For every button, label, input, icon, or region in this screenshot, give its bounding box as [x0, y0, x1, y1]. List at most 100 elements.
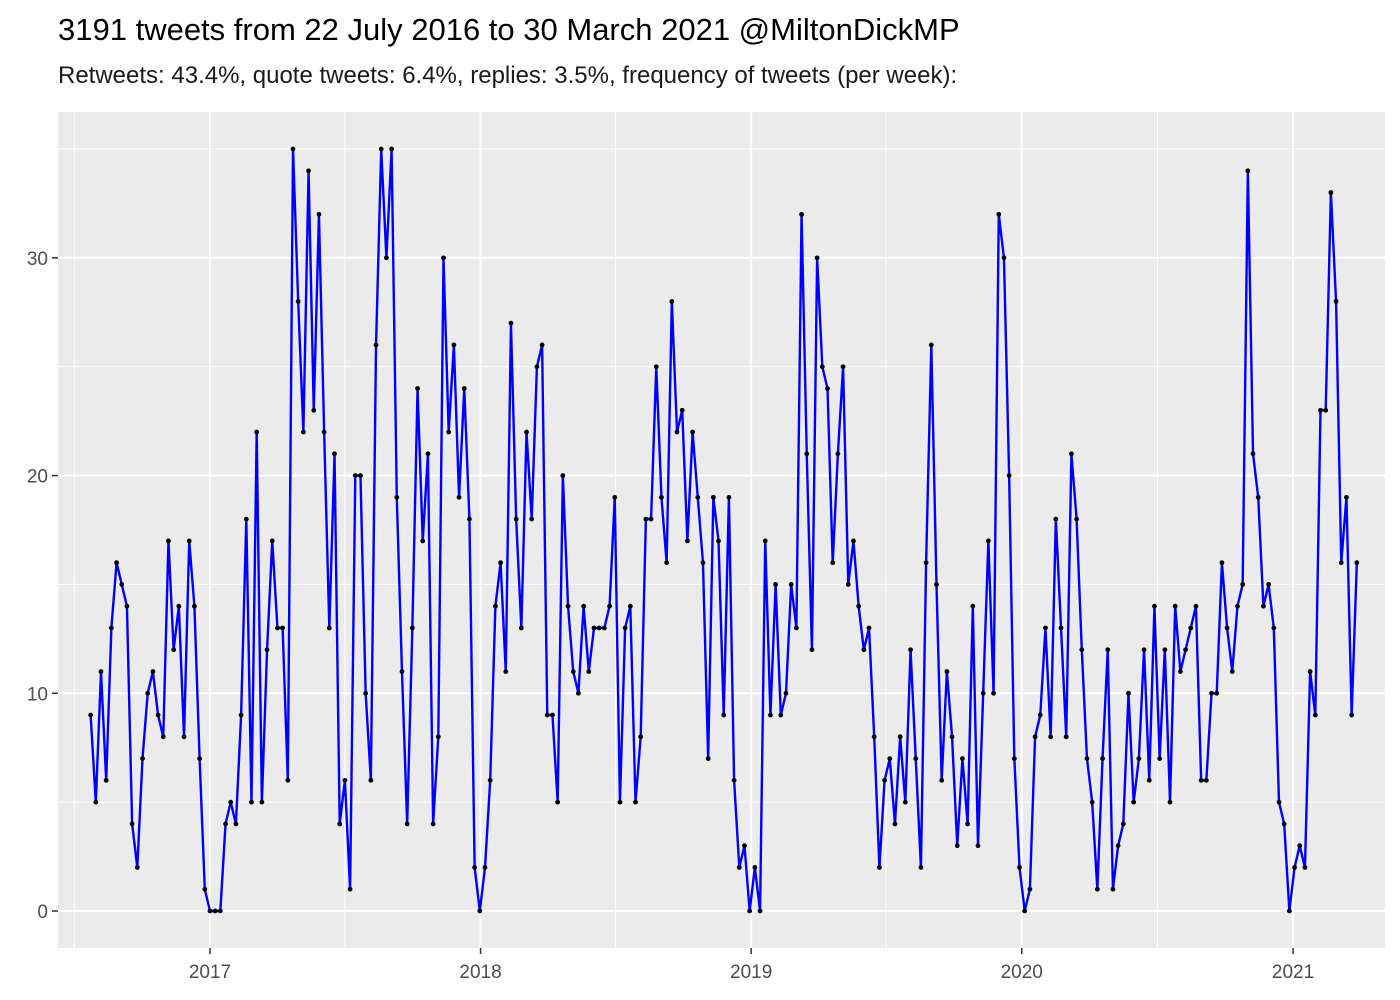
- data-point: [1318, 407, 1323, 413]
- data-point: [747, 908, 753, 914]
- data-point: [456, 494, 462, 500]
- data-point: [451, 342, 457, 348]
- data-point: [1017, 865, 1022, 870]
- data-point: [601, 625, 607, 631]
- data-point: [1297, 843, 1303, 849]
- data-point: [944, 669, 950, 674]
- data-point: [166, 538, 171, 544]
- data-point: [596, 625, 602, 631]
- data-point: [778, 712, 784, 718]
- data-point: [804, 451, 810, 457]
- data-point: [98, 669, 104, 674]
- data-point: [171, 647, 177, 653]
- data-point: [176, 603, 182, 609]
- data-point: [856, 603, 862, 609]
- data-point: [508, 320, 514, 326]
- data-point: [529, 516, 535, 522]
- data-point: [975, 843, 981, 849]
- data-point: [306, 168, 311, 174]
- data-point: [550, 712, 555, 718]
- data-point: [140, 756, 145, 761]
- data-point: [254, 429, 260, 435]
- data-point: [311, 407, 317, 413]
- data-point: [347, 886, 353, 892]
- data-point: [902, 799, 908, 805]
- data-point: [394, 494, 400, 500]
- data-point: [742, 843, 747, 849]
- data-point: [685, 538, 690, 544]
- data-point: [1229, 669, 1235, 674]
- data-point: [373, 342, 379, 348]
- data-point: [435, 734, 441, 740]
- data-point: [638, 734, 644, 740]
- data-point: [721, 712, 727, 718]
- data-point: [269, 538, 275, 544]
- data-point: [342, 777, 348, 783]
- data-point: [217, 908, 223, 914]
- data-point: [1001, 255, 1007, 261]
- data-point: [275, 625, 280, 631]
- data-point: [851, 538, 856, 544]
- x-tick-label: 2019: [730, 962, 772, 983]
- data-point: [441, 255, 446, 261]
- data-point: [513, 516, 519, 522]
- data-point: [1245, 168, 1251, 174]
- y-tick-label: 20: [27, 467, 48, 488]
- x-tick-label: 2018: [459, 962, 501, 983]
- data-point: [238, 712, 244, 718]
- data-point: [1120, 821, 1126, 827]
- data-point: [332, 451, 337, 457]
- data-point: [581, 603, 587, 609]
- data-point: [576, 690, 581, 696]
- data-point: [259, 799, 265, 805]
- data-point: [202, 886, 208, 892]
- data-point: [1214, 690, 1220, 696]
- plot-panel: [58, 112, 1385, 948]
- data-point: [1328, 190, 1334, 195]
- data-point: [1323, 407, 1329, 413]
- chart-title: 3191 tweets from 22 July 2016 to 30 Marc…: [58, 12, 960, 47]
- data-point: [877, 865, 882, 870]
- data-point: [524, 429, 529, 435]
- data-point: [368, 777, 374, 783]
- data-point: [768, 712, 773, 718]
- data-point: [249, 799, 254, 805]
- data-point: [477, 908, 483, 914]
- data-point: [492, 603, 498, 609]
- data-point: [923, 560, 929, 566]
- data-point: [1089, 799, 1095, 805]
- data-point: [1157, 756, 1163, 761]
- data-point: [845, 582, 851, 587]
- data-point: [358, 473, 363, 478]
- data-point: [814, 255, 820, 261]
- data-point: [1276, 799, 1282, 805]
- data-point: [1271, 625, 1277, 631]
- data-point: [783, 690, 789, 696]
- data-point: [586, 669, 592, 674]
- data-point: [954, 843, 960, 849]
- data-point: [212, 908, 218, 914]
- data-point: [352, 473, 358, 478]
- data-point: [155, 712, 161, 718]
- data-point: [145, 690, 151, 696]
- data-point: [1292, 865, 1297, 870]
- data-point: [1048, 734, 1054, 740]
- data-point: [627, 603, 633, 609]
- data-point: [928, 342, 934, 348]
- data-point: [633, 799, 638, 805]
- data-point: [695, 494, 701, 500]
- data-point: [1037, 712, 1043, 718]
- data-point: [1043, 625, 1048, 631]
- data-point: [114, 560, 119, 566]
- data-point: [825, 386, 830, 391]
- data-point: [985, 538, 991, 544]
- data-point: [1219, 560, 1225, 566]
- y-tick-label: 10: [27, 684, 48, 705]
- data-point: [290, 146, 296, 152]
- data-point: [430, 821, 436, 827]
- data-point: [487, 777, 493, 783]
- data-point: [918, 865, 924, 870]
- data-point: [1100, 756, 1105, 761]
- data-point: [197, 756, 203, 761]
- data-point: [1224, 625, 1230, 631]
